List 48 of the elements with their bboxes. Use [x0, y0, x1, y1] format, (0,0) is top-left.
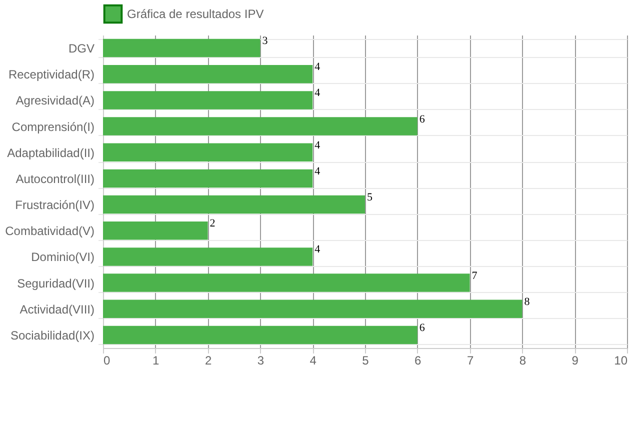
bar — [103, 143, 313, 162]
y-tick-label: Sociabilidad(IX) — [10, 328, 94, 342]
data-label: 4 — [314, 244, 321, 256]
data-label: 4 — [314, 87, 321, 100]
data-label: 4 — [314, 61, 321, 74]
legend-label: Gráfica de resultados IPV — [127, 7, 264, 21]
x-tick-label: 6 — [414, 354, 422, 368]
y-tick-label: Agresividad(A) — [16, 94, 94, 108]
x-tick-label: 7 — [466, 354, 474, 368]
data-label: 6 — [419, 113, 426, 126]
y-tick-label: Actividad(VIII) — [20, 302, 94, 316]
data-label: 5 — [367, 192, 373, 204]
bar — [103, 38, 260, 58]
x-tick-label: 4 — [310, 354, 317, 368]
x-tick-label: 2 — [204, 354, 212, 368]
x-tick-label: 8 — [519, 354, 526, 368]
bar — [103, 64, 313, 84]
x-tick-label: 3 — [257, 354, 264, 368]
bar — [103, 326, 418, 344]
y-tick-label: Receptividad(R) — [8, 68, 94, 82]
bar — [103, 91, 313, 110]
y-tick-label: Frustración(IV) — [15, 198, 94, 212]
y-tick-label: Dominio(VI) — [31, 250, 94, 264]
y-tick-label: Combatividad(V) — [5, 224, 94, 238]
data-label: 2 — [210, 218, 216, 230]
y-tick-label: Autocontrol(III) — [16, 172, 94, 186]
data-label: 6 — [419, 322, 426, 334]
x-tick-label: 10 — [614, 354, 628, 368]
y-tick-label: Seguridad(VII) — [17, 276, 94, 290]
y-tick-label: DGV — [68, 42, 94, 56]
x-tick-label: 5 — [362, 354, 370, 368]
bar — [103, 117, 418, 136]
data-label: 3 — [262, 35, 268, 48]
y-tick-label: Adaptabilidad(II) — [7, 146, 94, 160]
bar — [103, 169, 313, 188]
x-tick-label: 0 — [104, 354, 110, 368]
data-label: 8 — [524, 296, 530, 308]
data-label: 4 — [314, 165, 321, 178]
bar — [103, 300, 522, 318]
data-label: 7 — [472, 270, 478, 282]
x-tick-label: 9 — [572, 354, 579, 368]
bar — [103, 221, 208, 240]
bar — [103, 195, 365, 214]
x-tick-label: 1 — [152, 354, 160, 368]
bar — [103, 248, 313, 266]
y-tick-label: Comprensión(I) — [12, 120, 94, 134]
data-label: 4 — [314, 139, 321, 152]
bar — [103, 274, 470, 292]
